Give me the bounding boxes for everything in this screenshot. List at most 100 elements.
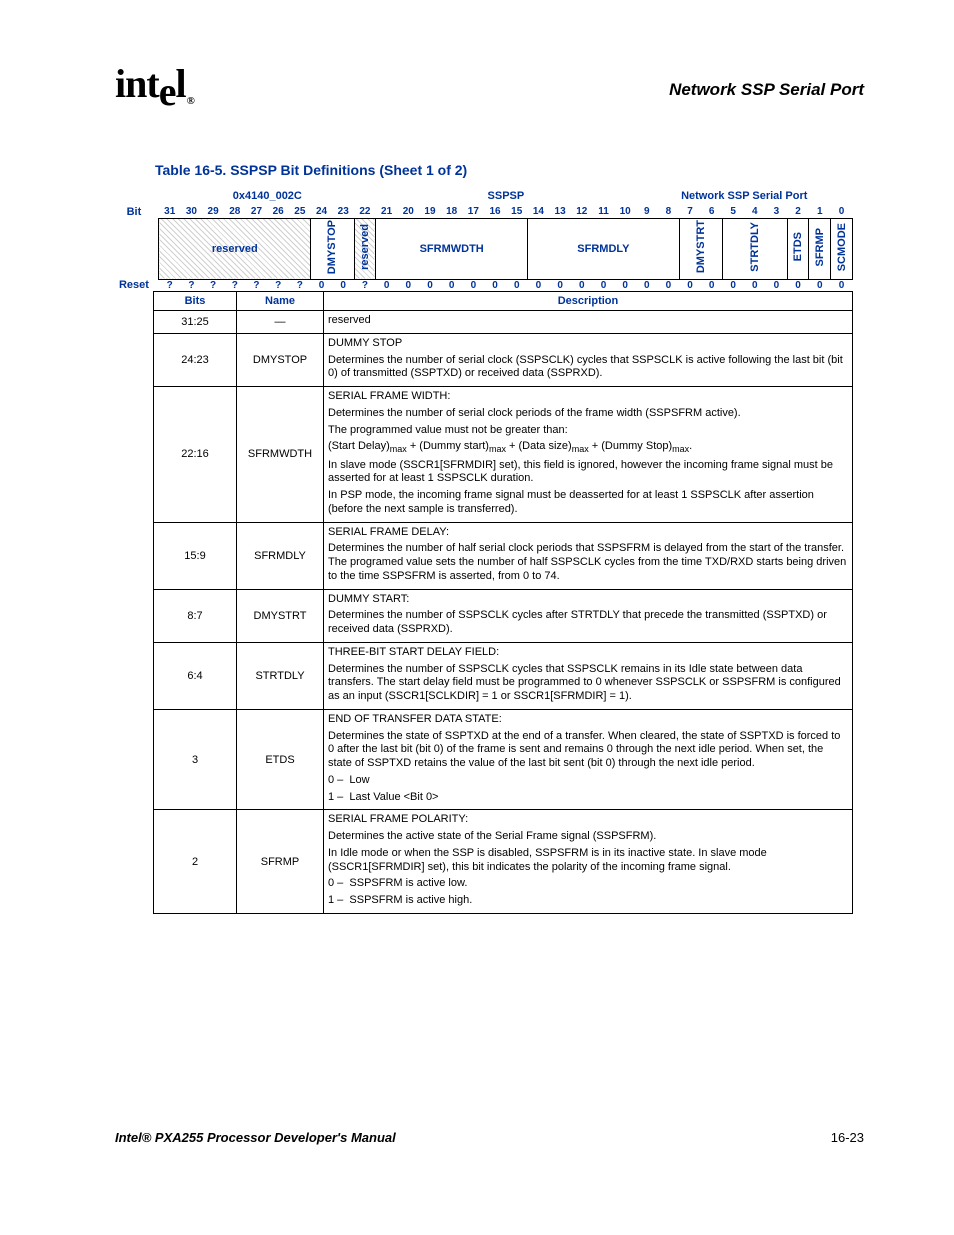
definitions-table: Bits Name Description 31:25—reserved24:2… [153, 291, 853, 914]
reset-value: 0 [506, 279, 528, 291]
reset-value: 0 [484, 279, 506, 291]
intel-logo: intel® [115, 60, 193, 109]
reset-value: ? [224, 279, 246, 291]
bit-number: 26 [267, 206, 289, 218]
bit-number: 4 [744, 206, 766, 218]
bits-cell: 31:25 [154, 311, 237, 334]
name-cell: SFRMWDTH [237, 387, 324, 523]
reset-value: 0 [571, 279, 593, 291]
bit-number: 7 [679, 206, 701, 218]
reset-value: ? [289, 279, 311, 291]
desc-cell: SERIAL FRAME DELAY:Determines the number… [324, 522, 853, 589]
bit-number: 31 [159, 206, 181, 218]
table-row: 8:7DMYSTRTDUMMY START:Determines the num… [154, 589, 853, 642]
bit-number: 15 [506, 206, 528, 218]
reset-value: 0 [376, 279, 398, 291]
bit-number: 5 [722, 206, 744, 218]
page: intel® Network SSP Serial Port Table 16-… [0, 0, 954, 1235]
bit-field: DMYSTRT [679, 218, 722, 279]
bit-number: 3 [766, 206, 788, 218]
desc-cell: reserved [324, 311, 853, 334]
bit-field: reserved [159, 218, 311, 279]
name-cell: ETDS [237, 709, 324, 810]
reset-value: 0 [831, 279, 853, 291]
reset-value: ? [354, 279, 376, 291]
col-desc: Description [324, 292, 853, 311]
bit-number: 18 [441, 206, 463, 218]
bit-number: 8 [658, 206, 680, 218]
bit-field: SFRMWDTH [376, 218, 528, 279]
reset-value: 0 [679, 279, 701, 291]
bit-number: 16 [484, 206, 506, 218]
bit-field: STRTDLY [722, 218, 787, 279]
desc-cell: END OF TRANSFER DATA STATE:Determines th… [324, 709, 853, 810]
bit-reset-row: Reset ???????00?0000000000000000000000 [115, 279, 853, 291]
table-row: 24:23DMYSTOPDUMMY STOPDetermines the num… [154, 333, 853, 386]
reset-value: 0 [701, 279, 723, 291]
desc-cell: SERIAL FRAME WIDTH:Determines the number… [324, 387, 853, 523]
reset-value: 0 [809, 279, 831, 291]
bit-number: 1 [809, 206, 831, 218]
footer-left: Intel® PXA255 Processor Developer's Manu… [115, 1130, 396, 1145]
bits-cell: 8:7 [154, 589, 237, 642]
table-row: 6:4STRTDLYTHREE-BIT START DELAY FIELD:De… [154, 642, 853, 709]
bits-cell: 22:16 [154, 387, 237, 523]
bit-number: 6 [701, 206, 723, 218]
bit-number: 11 [593, 206, 615, 218]
table-caption: Table 16-5. SSPSP Bit Definitions (Sheet… [155, 162, 864, 178]
reg-address: 0x4140_002C [159, 186, 376, 206]
bit-number: 19 [419, 206, 441, 218]
bit-number: 9 [636, 206, 658, 218]
bit-number: 23 [332, 206, 354, 218]
reset-value: ? [159, 279, 181, 291]
footer-right: 16-23 [831, 1130, 864, 1145]
reset-value: 0 [419, 279, 441, 291]
reset-value: ? [246, 279, 268, 291]
bit-field: DMYSTOP [311, 218, 354, 279]
reset-value: 0 [397, 279, 419, 291]
reset-value: ? [181, 279, 203, 291]
bit-number: 17 [463, 206, 485, 218]
reg-name: SSPSP [376, 186, 636, 206]
bits-cell: 3 [154, 709, 237, 810]
table-row: 3ETDSEND OF TRANSFER DATA STATE:Determin… [154, 709, 853, 810]
name-cell: DMYSTOP [237, 333, 324, 386]
bit-number: 12 [571, 206, 593, 218]
reset-value: 0 [441, 279, 463, 291]
bit-number: 2 [787, 206, 809, 218]
desc-cell: DUMMY START:Determines the number of SSP… [324, 589, 853, 642]
reset-value: ? [202, 279, 224, 291]
bits-cell: 6:4 [154, 642, 237, 709]
reset-value: 0 [528, 279, 550, 291]
bit-field: SFRMDLY [528, 218, 680, 279]
footer: Intel® PXA255 Processor Developer's Manu… [115, 1130, 864, 1145]
bit-number: 30 [181, 206, 203, 218]
bit-number: 29 [202, 206, 224, 218]
bitmap-table: 0x4140_002C SSPSP Network SSP Serial Por… [115, 186, 853, 291]
table-row: 15:9SFRMDLYSERIAL FRAME DELAY:Determines… [154, 522, 853, 589]
bit-number: 13 [549, 206, 571, 218]
bit-number: 14 [528, 206, 550, 218]
name-cell: DMYSTRT [237, 589, 324, 642]
reg-port: Network SSP Serial Port [636, 186, 853, 206]
desc-cell: DUMMY STOPDetermines the number of seria… [324, 333, 853, 386]
section-title: Network SSP Serial Port [669, 80, 864, 100]
reset-value: 0 [744, 279, 766, 291]
bit-field: reserved [354, 218, 376, 279]
reset-value: 0 [332, 279, 354, 291]
desc-cell: THREE-BIT START DELAY FIELD:Determines t… [324, 642, 853, 709]
col-bits: Bits [154, 292, 237, 311]
bit-number-row: Bit 313029282726252423222120191817161514… [115, 206, 853, 218]
bit-number: 21 [376, 206, 398, 218]
reset-value: 0 [614, 279, 636, 291]
reset-value: 0 [658, 279, 680, 291]
name-cell: STRTDLY [237, 642, 324, 709]
bit-field: ETDS [787, 218, 809, 279]
table-row: 31:25—reserved [154, 311, 853, 334]
bit-number: 20 [397, 206, 419, 218]
reset-value: 0 [787, 279, 809, 291]
name-cell: — [237, 311, 324, 334]
bit-number: 0 [831, 206, 853, 218]
name-cell: SFRMDLY [237, 522, 324, 589]
table-row: 2SFRMPSERIAL FRAME POLARITY:Determines t… [154, 810, 853, 914]
